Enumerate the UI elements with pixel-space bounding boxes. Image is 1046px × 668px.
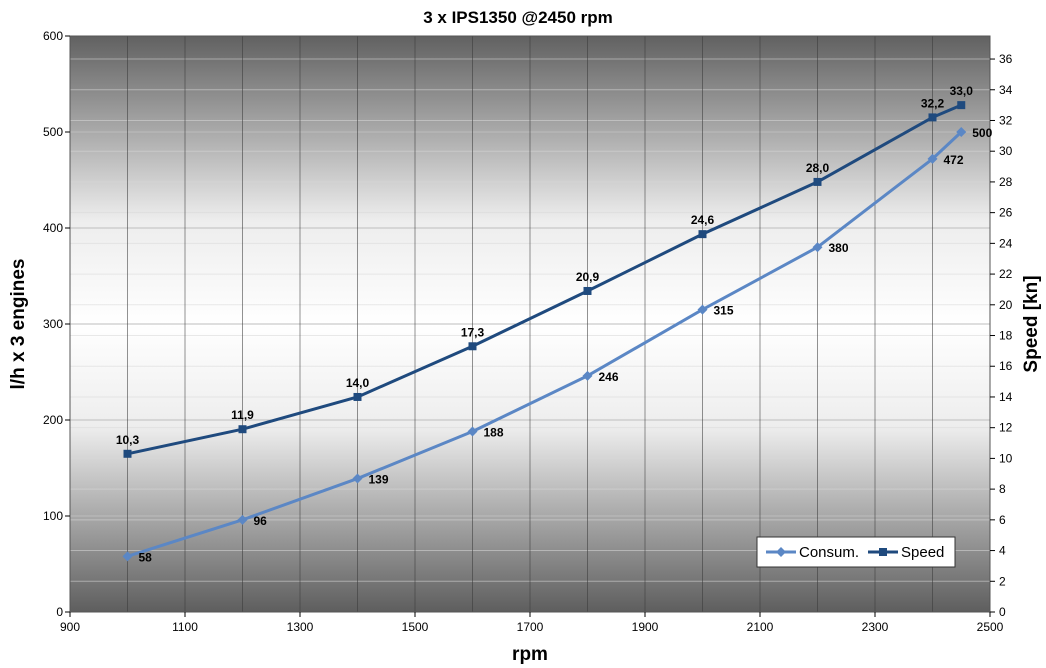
y-right-tick-label: 30 <box>999 144 1013 158</box>
data-point-speed <box>813 177 822 186</box>
data-label-speed: 33,0 <box>950 84 974 98</box>
x-tick-label: 1900 <box>632 620 659 634</box>
y-left-tick-label: 300 <box>43 317 63 331</box>
data-label-consum: 58 <box>139 550 153 564</box>
data-label-speed: 24,6 <box>691 213 715 227</box>
data-label-speed: 20,9 <box>576 270 600 284</box>
data-label-speed: 10,3 <box>116 433 140 447</box>
y-right-tick-label: 4 <box>999 544 1006 558</box>
y-axis-right-title: Speed [kn] <box>1021 275 1042 372</box>
y-right-tick-label: 0 <box>999 605 1006 619</box>
y-right-tick-label: 14 <box>999 390 1013 404</box>
y-right-tick-label: 24 <box>999 236 1013 250</box>
legend-consum-label: Consum. <box>799 544 859 561</box>
y-right-tick-label: 10 <box>999 451 1013 465</box>
data-point-speed <box>583 286 592 295</box>
data-label-consum: 380 <box>829 241 849 255</box>
data-point-speed <box>698 230 707 239</box>
data-point-speed <box>957 101 966 110</box>
axes: 900 1100 1300 1500 1700 1900 2100 2300 250001002… <box>43 29 1013 634</box>
data-point-consum <box>237 514 248 525</box>
data-point-speed <box>928 113 937 122</box>
legend: Consum. Speed <box>756 536 956 568</box>
data-point-speed <box>123 449 132 458</box>
x-tick-label: 900 <box>60 620 80 634</box>
y-right-tick-label: 34 <box>999 83 1013 97</box>
y-right-tick-label: 16 <box>999 359 1013 373</box>
y-right-tick-label: 32 <box>999 113 1013 127</box>
data-point-consum <box>956 127 967 137</box>
x-tick-label: 1500 <box>402 620 429 634</box>
data-label-speed: 28,0 <box>806 161 830 175</box>
data-labels: 58 96 139 188 246 315 380 472 500 10,3 11,9 14,0 17,… <box>116 84 993 564</box>
data-point-consum <box>927 153 938 164</box>
data-label-consum: 500 <box>972 126 992 140</box>
legend-speed-marker <box>879 548 887 556</box>
data-label-speed: 32,2 <box>921 96 945 110</box>
y-right-tick-label: 22 <box>999 267 1013 281</box>
y-left-tick-label: 600 <box>43 29 63 43</box>
data-label-consum: 472 <box>944 153 964 167</box>
data-point-speed <box>353 392 362 401</box>
x-tick-label: 1700 <box>517 620 544 634</box>
data-label-consum: 246 <box>599 370 619 384</box>
data-point-consum <box>467 426 478 437</box>
data-point-consum <box>812 242 823 253</box>
data-label-consum: 96 <box>254 514 268 528</box>
x-tick-label: 2300 <box>862 620 889 634</box>
series <box>122 101 967 562</box>
y-right-tick-label: 12 <box>999 421 1013 435</box>
y-right-tick-label: 36 <box>999 52 1013 66</box>
data-label-consum: 139 <box>369 473 389 487</box>
data-label-speed: 14,0 <box>346 376 370 390</box>
legend-consum-marker <box>776 547 786 557</box>
data-label-consum: 188 <box>484 426 504 440</box>
y-left-tick-label: 500 <box>43 125 63 139</box>
x-tick-label: 1100 <box>172 620 198 634</box>
x-tick-label: 1300 <box>287 620 314 634</box>
y-right-tick-label: 18 <box>999 329 1013 343</box>
data-label-speed: 17,3 <box>461 325 485 339</box>
data-point-speed <box>468 342 477 351</box>
y-right-tick-label: 6 <box>999 513 1006 527</box>
data-label-speed: 11,9 <box>231 408 254 422</box>
y-axis-left-title: l/h x 3 engines <box>8 259 29 390</box>
data-point-consum <box>352 473 363 484</box>
data-point-consum <box>697 304 708 315</box>
x-tick-label: 2500 <box>977 620 1004 634</box>
legend-speed-label: Speed <box>901 544 944 561</box>
y-left-tick-label: 100 <box>43 509 63 523</box>
y-right-tick-label: 26 <box>999 206 1013 220</box>
y-right-tick-label: 8 <box>999 482 1006 496</box>
y-left-tick-label: 0 <box>56 605 63 619</box>
chart-title: 3 x IPS1350 @2450 rpm <box>423 8 613 27</box>
y-right-tick-label: 2 <box>999 574 1006 588</box>
y-right-tick-label: 20 <box>999 298 1013 312</box>
y-right-tick-label: 28 <box>999 175 1013 189</box>
y-left-tick-label: 400 <box>43 221 63 235</box>
data-point-speed <box>238 425 247 434</box>
x-tick-label: 2100 <box>747 620 774 634</box>
data-label-consum: 315 <box>714 304 734 318</box>
x-axis-title: rpm <box>512 644 548 665</box>
y-left-tick-label: 200 <box>43 413 63 427</box>
data-point-consum <box>122 551 133 562</box>
data-point-consum <box>582 370 593 381</box>
